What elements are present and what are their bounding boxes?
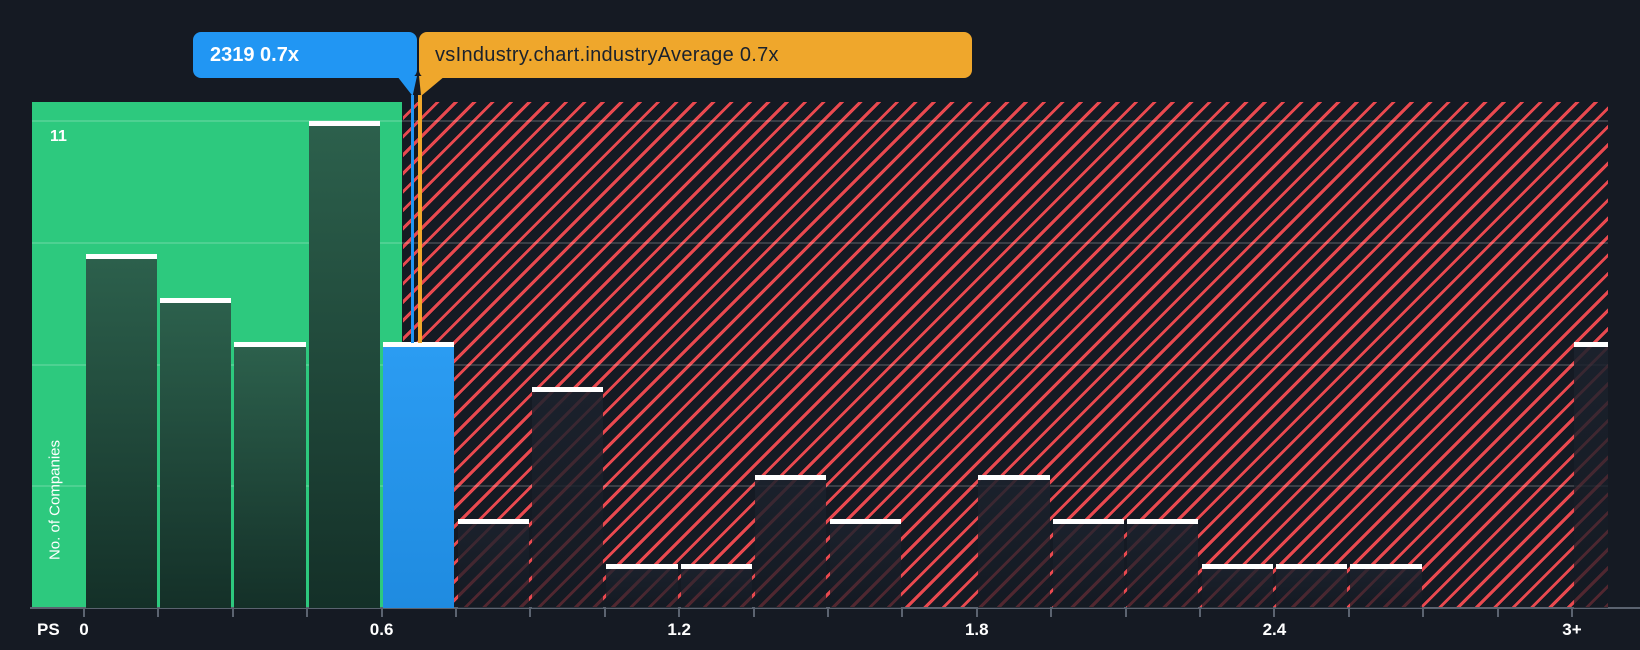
axis-tick bbox=[529, 609, 532, 617]
y-axis-label: No. of Companies bbox=[46, 439, 64, 561]
industry-tooltip[interactable]: vsIndustry.chart.industryAverage 0.7x bbox=[419, 32, 972, 78]
axis-tick bbox=[603, 609, 606, 617]
company-tooltip-pointer bbox=[397, 76, 417, 96]
axis-tick bbox=[231, 609, 234, 617]
axis-tick bbox=[1273, 609, 1276, 617]
x-tick-label: 1.2 bbox=[667, 620, 692, 639]
histogram-bar[interactable] bbox=[234, 342, 306, 608]
x-tick-label: 3+ bbox=[1562, 620, 1582, 639]
axis-tick bbox=[752, 609, 755, 617]
axis-tick bbox=[83, 609, 85, 617]
company-tooltip[interactable]: 2319 0.7x bbox=[193, 32, 417, 78]
axis-tick bbox=[1050, 609, 1053, 617]
x-tick-label: 1.8 bbox=[964, 620, 989, 639]
axis-tick bbox=[1571, 609, 1573, 617]
histogram-bar[interactable] bbox=[829, 519, 901, 608]
x-axis-unit-label: PS bbox=[37, 620, 60, 639]
gridline bbox=[32, 363, 1608, 366]
axis-tick bbox=[1124, 609, 1127, 617]
histogram-bar[interactable] bbox=[159, 298, 232, 608]
axis-tick bbox=[678, 609, 681, 617]
histogram-bar[interactable] bbox=[457, 519, 529, 608]
histogram-bar[interactable] bbox=[606, 563, 678, 608]
histogram-bar[interactable] bbox=[978, 475, 1050, 608]
histogram-bar[interactable] bbox=[531, 386, 604, 608]
industry-tooltip-pointer bbox=[419, 76, 445, 96]
axis-tick bbox=[306, 609, 309, 617]
axis-tick bbox=[1199, 609, 1201, 617]
x-axis-line bbox=[30, 607, 1640, 609]
industry-tooltip-label: vsIndustry.chart.industryAverage 0.7x bbox=[435, 43, 779, 66]
histogram-bar[interactable] bbox=[1275, 563, 1348, 608]
axis-tick bbox=[455, 609, 457, 617]
company-tooltip-label: 2319 0.7x bbox=[210, 43, 299, 66]
histogram-bar[interactable] bbox=[755, 475, 827, 608]
gridline bbox=[32, 241, 1608, 244]
gridline bbox=[32, 120, 1608, 122]
histogram-bar[interactable] bbox=[308, 121, 381, 608]
axis-tick bbox=[901, 609, 904, 617]
axis-tick bbox=[827, 609, 829, 617]
axis-tick bbox=[1496, 609, 1499, 617]
y-max-gridline-label: 11 bbox=[50, 128, 67, 145]
axis-tick bbox=[157, 609, 160, 617]
histogram-bar[interactable] bbox=[383, 342, 455, 608]
x-tick-label: 0 bbox=[79, 620, 89, 639]
axis-tick bbox=[1422, 609, 1425, 617]
histogram-bar[interactable] bbox=[85, 253, 157, 608]
histogram-bar[interactable] bbox=[1350, 563, 1422, 608]
histogram-bar[interactable] bbox=[1201, 563, 1273, 608]
company-marker-line bbox=[411, 95, 414, 343]
axis-tick bbox=[1347, 609, 1350, 617]
x-tick-label: 2.4 bbox=[1262, 620, 1287, 639]
histogram-bar[interactable] bbox=[1127, 519, 1199, 608]
histogram-bar[interactable] bbox=[1052, 519, 1125, 608]
industry-average-line bbox=[418, 95, 422, 343]
axis-tick bbox=[975, 609, 978, 617]
histogram-bar-overflow[interactable] bbox=[1573, 342, 1608, 608]
axis-tick bbox=[380, 609, 383, 617]
x-tick-label: 0.6 bbox=[369, 620, 394, 639]
histogram-bar[interactable] bbox=[680, 563, 753, 608]
